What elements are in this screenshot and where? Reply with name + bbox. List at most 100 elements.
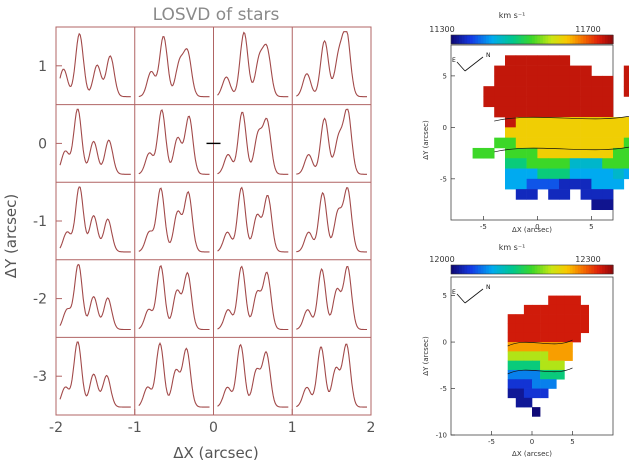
velocity-pixel [569,75,581,87]
colorbar-segment [459,265,463,274]
x-tick-label: 5 [589,223,593,231]
colorbar-segment [569,35,574,44]
colorbar-segment [523,265,528,274]
velocity-pixel [526,75,538,87]
velocity-pixel [602,199,614,211]
velocity-pixel [580,314,589,324]
velocity-pixel [580,86,592,97]
velocity-pixel [580,189,592,200]
velocity-pixel [548,147,560,159]
velocity-pixel [505,178,517,190]
x-tick-label: 0 [530,438,534,446]
colorbar-segment [510,35,514,44]
y-tick-label: 0 [443,339,447,347]
velocity-pixel [515,388,525,399]
velocity-pixel [591,96,603,108]
colorbar-segment [518,265,522,274]
colorbar-segment [475,35,479,44]
colorbar-segment [513,35,517,44]
colorbar-segment [488,265,493,274]
velocity-pixel [537,75,549,87]
velocity-pixel [591,86,603,97]
velocity-pixel [580,117,592,128]
colorbar-segment [480,35,484,44]
losvd-profile [59,341,131,408]
velocity-pixel [591,137,603,149]
colorbar-segment [542,35,547,44]
velocity-pixel [494,137,506,149]
contour-line [494,146,629,153]
velocity-pixel [494,106,506,118]
colorbar-segment [594,265,598,274]
velocity-pixel [572,332,581,343]
velocity-pixel [564,295,573,306]
velocity-pixel [548,379,557,389]
losvd-profile [217,265,289,331]
losvd-profile [296,265,367,331]
velocity-pixel [526,127,538,138]
colorbar-segment [483,35,487,44]
colorbar-segment [591,35,595,44]
colorbar-segment [515,35,520,44]
y-axis-label: ΔY (arcsec) [2,194,20,278]
compass-icon: NE [452,284,491,304]
colorbar-segment [580,35,584,44]
velocity-pixel [494,86,506,97]
velocity-pixel [532,407,541,417]
x-tick-label: 0 [535,223,539,231]
velocity-pixel [483,96,495,108]
colorbar-segment [459,35,463,44]
losvd-profile [138,187,210,253]
colorbar-segment [604,35,609,44]
colorbar-segment [515,265,520,274]
velocity-map-bottom: km s⁻¹ 12000 12300 NE -5 0 550-5-10 ΔX (ar… [422,243,614,458]
colorbar-segment [572,265,576,274]
colorbar-segment [453,35,457,44]
colorbar-segment [602,265,606,274]
colorbar-units: km s⁻¹ [499,243,526,252]
velocity-pixel [556,351,565,361]
velocity-pixel [559,147,571,159]
velocity-pixel [526,106,538,118]
velocity-pixels [507,295,589,417]
velocity-pixel [505,147,517,159]
colorbar-segment [575,35,579,44]
colorbar-segment [529,35,533,44]
contour-line [507,367,573,375]
velocity-pixel [548,351,557,361]
colorbar-segment [456,35,460,44]
colorbar-segment [610,35,614,44]
colorbar-segment [583,35,587,44]
velocity-pixel [559,117,571,128]
velocity-pixel [537,96,549,108]
velocity-pixel [548,106,560,118]
colorbar-segment [548,265,552,274]
velocity-pixel [548,369,557,380]
velocity-pixel [591,117,603,128]
velocity-pixel [505,65,517,77]
velocity-pixel [515,96,527,108]
velocity-pixel [494,96,506,108]
velocity-pixel [548,137,560,149]
velocity-pixel [507,388,517,399]
y-tick-label: -5 [440,385,447,393]
velocity-pixel [515,360,525,371]
velocity-pixel [591,199,603,211]
losvd-profile [217,186,289,253]
velocity-pixel [602,75,614,87]
velocity-pixel [623,127,629,138]
velocity-pixel [537,158,549,169]
colorbar-segment [505,265,509,274]
y-tick-label: 0 [443,124,447,132]
velocity-pixel [523,314,533,324]
colorbar-segment [542,265,547,274]
velocity-pixel [548,168,560,180]
velocity-pixel [569,96,581,108]
velocity-pixel [613,158,625,169]
velocity-pixel [564,332,573,343]
velocity-pixel [515,314,525,324]
losvd-profile [296,31,367,98]
velocity-pixel [602,158,614,169]
losvd-profile [138,109,210,175]
velocity-pixel [548,127,560,138]
